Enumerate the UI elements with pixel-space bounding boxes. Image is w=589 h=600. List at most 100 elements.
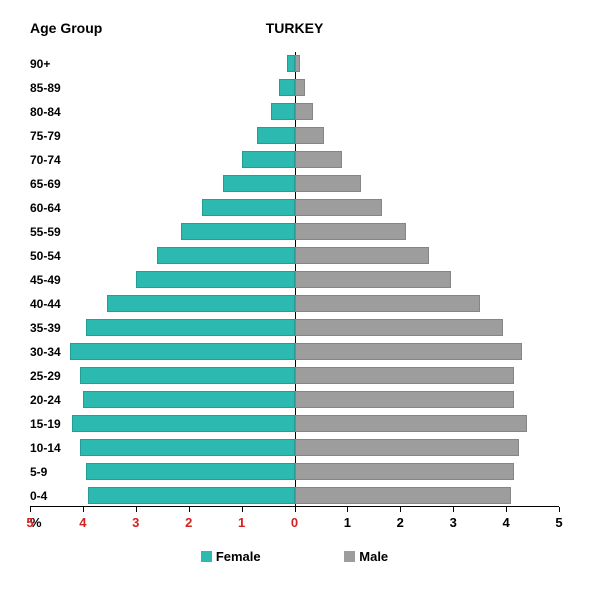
bar-female bbox=[86, 319, 295, 336]
bar-female bbox=[223, 175, 294, 192]
pyramid-row: 65-69 bbox=[30, 172, 559, 196]
axis-tick bbox=[506, 507, 507, 512]
bar-male bbox=[295, 55, 300, 72]
bar-female bbox=[271, 103, 295, 120]
bar-male bbox=[295, 79, 306, 96]
bar-female bbox=[181, 223, 295, 240]
age-group-label: 20-24 bbox=[30, 388, 90, 412]
bar-female bbox=[72, 415, 294, 432]
legend-label-male: Male bbox=[359, 549, 388, 564]
age-group-label: 60-64 bbox=[30, 196, 90, 220]
legend: Female Male bbox=[30, 549, 559, 564]
bar-male bbox=[295, 367, 515, 384]
bar-male bbox=[295, 199, 382, 216]
x-axis-labels: % 54321012345 bbox=[30, 513, 559, 535]
bar-male bbox=[295, 175, 361, 192]
age-group-label: 35-39 bbox=[30, 316, 90, 340]
bar-male bbox=[295, 319, 504, 336]
population-pyramid-chart: Age Group TURKEY 90+85-8980-8475-7970-74… bbox=[0, 0, 589, 600]
axis-tick bbox=[189, 507, 190, 512]
bar-female bbox=[88, 487, 294, 504]
bar-female bbox=[80, 367, 294, 384]
pyramid-row: 90+ bbox=[30, 52, 559, 76]
chart-title: TURKEY bbox=[266, 20, 324, 36]
age-group-label: 90+ bbox=[30, 52, 90, 76]
bar-female bbox=[257, 127, 294, 144]
bar-male bbox=[295, 223, 406, 240]
pyramid-row: 40-44 bbox=[30, 292, 559, 316]
x-tick-label-left: 1 bbox=[238, 515, 245, 530]
pyramid-row: 70-74 bbox=[30, 148, 559, 172]
bar-male bbox=[295, 415, 528, 432]
bar-male bbox=[295, 487, 512, 504]
bar-male bbox=[295, 295, 480, 312]
bar-female bbox=[242, 151, 295, 168]
x-tick-label-left: 3 bbox=[132, 515, 139, 530]
pyramid-row: 5-9 bbox=[30, 460, 559, 484]
bar-female bbox=[107, 295, 295, 312]
bar-female bbox=[287, 55, 295, 72]
plot-area: 90+85-8980-8475-7970-7465-6960-6455-5950… bbox=[30, 52, 559, 507]
pyramid-row: 75-79 bbox=[30, 124, 559, 148]
pyramid-row: 55-59 bbox=[30, 220, 559, 244]
bar-female bbox=[80, 439, 294, 456]
bar-female bbox=[83, 391, 295, 408]
axis-tick bbox=[30, 507, 31, 512]
bar-male bbox=[295, 247, 430, 264]
axis-tick bbox=[347, 507, 348, 512]
bar-female bbox=[70, 343, 295, 360]
x-tick-label-left: 4 bbox=[79, 515, 86, 530]
legend-item-female: Female bbox=[201, 549, 261, 564]
age-group-header: Age Group bbox=[30, 20, 102, 36]
bar-male bbox=[295, 127, 324, 144]
axis-tick bbox=[559, 507, 560, 512]
axis-tick bbox=[83, 507, 84, 512]
pyramid-row: 0-4 bbox=[30, 484, 559, 508]
pyramid-row: 20-24 bbox=[30, 388, 559, 412]
pyramid-row: 10-14 bbox=[30, 436, 559, 460]
pyramid-row: 15-19 bbox=[30, 412, 559, 436]
bar-male bbox=[295, 151, 343, 168]
x-tick-label-right: 1 bbox=[344, 515, 351, 530]
legend-swatch-male bbox=[344, 551, 355, 562]
age-group-label: 75-79 bbox=[30, 124, 90, 148]
pyramid-row: 85-89 bbox=[30, 76, 559, 100]
bar-female bbox=[136, 271, 295, 288]
age-group-label: 45-49 bbox=[30, 268, 90, 292]
age-group-label: 80-84 bbox=[30, 100, 90, 124]
age-group-label: 0-4 bbox=[30, 484, 90, 508]
bar-male bbox=[295, 343, 522, 360]
age-group-label: 65-69 bbox=[30, 172, 90, 196]
x-tick-label-right: 3 bbox=[450, 515, 457, 530]
bar-male bbox=[295, 439, 520, 456]
axis-tick bbox=[295, 507, 296, 512]
age-group-label: 40-44 bbox=[30, 292, 90, 316]
pyramid-row: 80-84 bbox=[30, 100, 559, 124]
x-tick-label-right: 4 bbox=[502, 515, 509, 530]
age-group-label: 70-74 bbox=[30, 148, 90, 172]
age-group-label: 50-54 bbox=[30, 244, 90, 268]
age-group-label: 5-9 bbox=[30, 460, 90, 484]
bar-female bbox=[86, 463, 295, 480]
bar-male bbox=[295, 271, 451, 288]
x-tick-label-right: 5 bbox=[555, 515, 562, 530]
x-tick-label-right: 2 bbox=[397, 515, 404, 530]
axis-tick bbox=[400, 507, 401, 512]
x-tick-label-left: 5 bbox=[26, 515, 33, 530]
legend-item-male: Male bbox=[344, 549, 388, 564]
bar-male bbox=[295, 463, 515, 480]
age-group-label: 55-59 bbox=[30, 220, 90, 244]
bar-female bbox=[157, 247, 295, 264]
axis-tick bbox=[242, 507, 243, 512]
pyramid-row: 30-34 bbox=[30, 340, 559, 364]
pyramid-row: 35-39 bbox=[30, 316, 559, 340]
pyramid-row: 45-49 bbox=[30, 268, 559, 292]
pyramid-row: 60-64 bbox=[30, 196, 559, 220]
legend-swatch-female bbox=[201, 551, 212, 562]
age-group-label: 85-89 bbox=[30, 76, 90, 100]
legend-label-female: Female bbox=[216, 549, 261, 564]
axis-tick bbox=[453, 507, 454, 512]
bar-female bbox=[202, 199, 295, 216]
axis-tick bbox=[136, 507, 137, 512]
bar-male bbox=[295, 103, 314, 120]
